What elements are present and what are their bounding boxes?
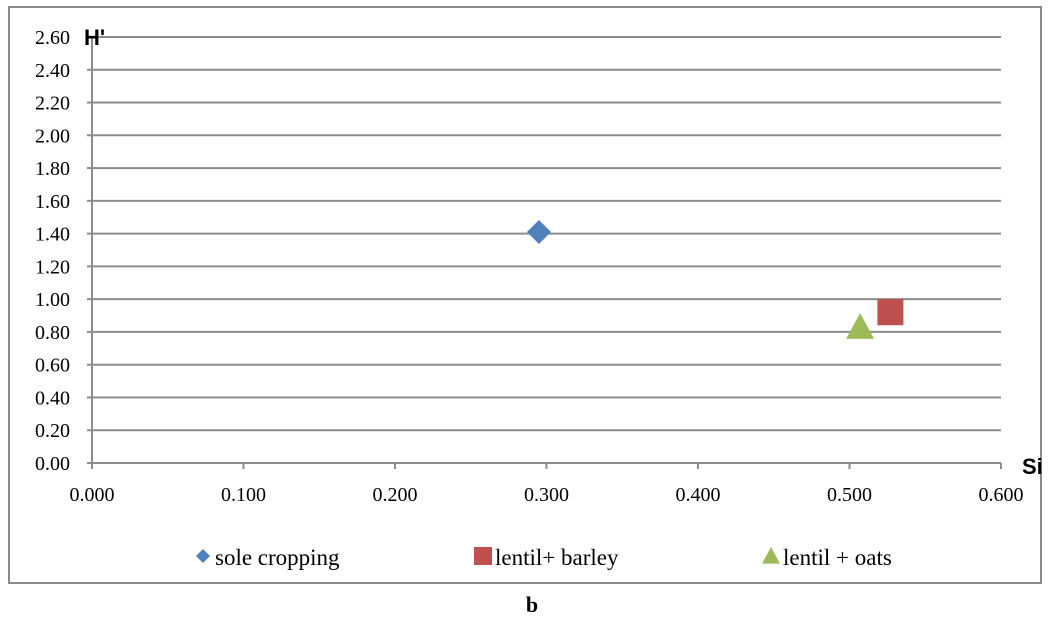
y-axis-title: H' [84,25,105,50]
x-tick-label: 0.000 [70,484,115,506]
x-tick-label: 0.300 [524,484,569,506]
y-tick-label: 0.80 [35,322,70,344]
legend-marker [196,549,210,563]
y-tick-label: 2.60 [35,27,70,49]
x-tick-label: 0.600 [979,484,1024,506]
legend-label: lentil + oats [783,545,892,570]
y-tick-label: 1.20 [35,256,70,278]
figure-caption: b [526,592,538,617]
x-tick-label: 0.400 [676,484,721,506]
x-tick-label: 0.100 [221,484,266,506]
legend-marker [474,547,492,565]
y-tick-label: 0.60 [35,355,70,377]
y-tick-label: 1.80 [35,158,70,180]
legend-label: lentil+ barley [495,545,619,570]
y-tick-label: 2.40 [35,60,70,82]
x-tick-label: 0.500 [827,484,872,506]
legend-item: lentil+ barley [474,545,619,570]
x-axis-title: Si [1022,454,1043,479]
gridlines [92,36,1001,432]
legend-item: lentil + oats [762,545,892,570]
y-tick-label: 0.00 [35,453,70,475]
x-tick-label: 0.200 [373,484,418,506]
x-tick-labels: 0.000 0.100 0.200 0.300 0.400 0.500 0.600 [70,484,1024,506]
data-point-lentil-oats [846,313,875,339]
y-tick-label: 0.20 [35,420,70,442]
y-tick-label: 2.00 [35,125,70,147]
axes [87,36,1002,469]
y-tick-label: 2.20 [35,93,70,115]
y-tick-label: 1.00 [35,289,70,311]
legend-label: sole cropping [215,545,340,570]
y-tick-label: 0.40 [35,387,70,409]
legend: sole cropping lentil+ barley lentil + oats [196,545,892,570]
data-point-lentil-barley [877,299,904,326]
y-tick-label: 1.40 [35,224,70,246]
data-points [526,219,904,339]
legend-item: sole cropping [196,545,340,570]
legend-marker [762,547,780,564]
y-tick-labels: 0.00 0.20 0.40 0.60 0.80 1.00 1.20 1.40 1.60 1.80… [35,27,70,475]
data-point-sole-cropping [526,219,551,244]
y-tick-label: 1.60 [35,191,70,213]
